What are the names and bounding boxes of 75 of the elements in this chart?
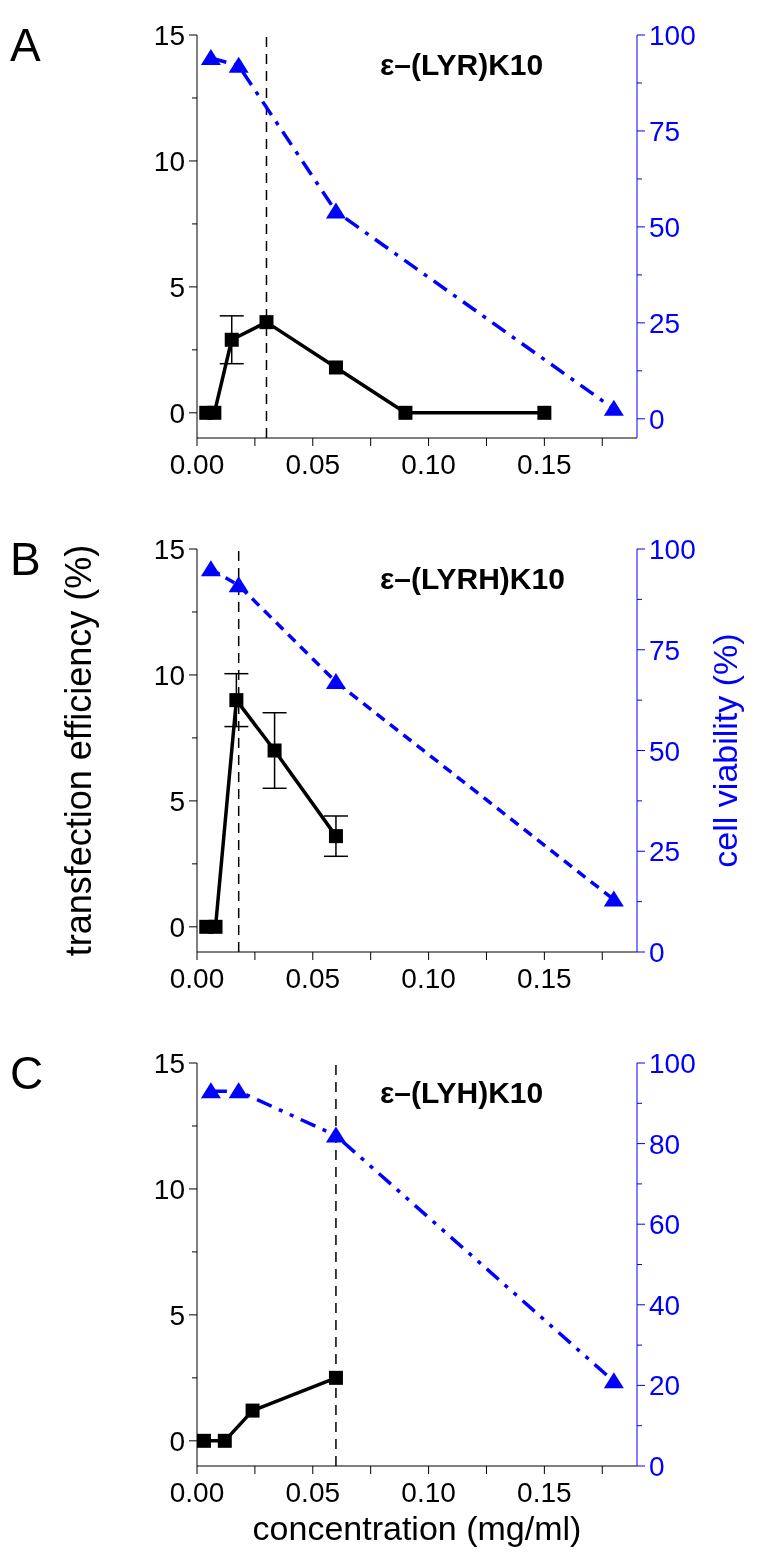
y2-tick-label: 0 [649, 1451, 665, 1482]
annotation: ε–(LYH)K10 [380, 1076, 544, 1110]
y2-tick-label: 50 [649, 211, 681, 243]
point [259, 315, 274, 330]
y-axis-title: transfection efficiency (%) [57, 544, 99, 957]
y2-tick-label: 75 [649, 634, 681, 666]
point [325, 202, 346, 219]
x-tick-label: 0.15 [517, 449, 572, 480]
text: 0.00 [169, 1477, 225, 1508]
chart-title: A [10, 18, 41, 72]
y-tick-label: 15 [153, 1048, 185, 1079]
y-tick-label: 5 [169, 785, 185, 817]
y-tick-label: 0 [169, 1425, 185, 1457]
point [603, 399, 624, 416]
x-tick-label: 0.10 [401, 449, 456, 480]
point [224, 332, 239, 347]
point [537, 405, 552, 420]
y2-tick-label: 60 [649, 1209, 681, 1241]
x-tick-label: 0.05 [285, 449, 341, 480]
point [398, 405, 413, 420]
point [228, 56, 249, 73]
y-tick-label: 0 [169, 397, 185, 429]
y2-tick-label: 100 [649, 20, 696, 51]
point [228, 576, 249, 593]
point [200, 560, 221, 577]
x-tick-label: 0.15 [517, 963, 572, 994]
point [200, 1082, 221, 1099]
x-tick-label: 0.05 [285, 1477, 341, 1508]
y2-axis-title: cell viability (%) [706, 633, 745, 868]
y-tick-label: 0 [169, 911, 185, 943]
point [328, 360, 343, 375]
x-tick-label: 0.05 [285, 963, 341, 994]
y2-tick-label: 75 [649, 115, 681, 147]
y-tick-label: 5 [169, 1299, 185, 1331]
point [328, 829, 343, 844]
y-tick-label: 15 [153, 20, 185, 51]
chart-title: C [10, 1046, 44, 1100]
point [217, 1433, 232, 1448]
x-tick-label: 0.15 [517, 1477, 572, 1508]
x-tick-label: 0.10 [401, 963, 456, 994]
text: 0.00 [169, 449, 225, 480]
point [207, 405, 222, 420]
y2-tick-label: 100 [649, 1048, 696, 1079]
chart-title: B [10, 532, 41, 586]
point [603, 1372, 624, 1389]
y-tick-label: 10 [153, 659, 185, 691]
annotation: ε–(LYRH)K10 [380, 562, 565, 596]
y2-tick-label: 0 [649, 937, 665, 968]
point [228, 1082, 249, 1099]
y2-tick-label: 25 [649, 307, 681, 339]
text: 0.00 [169, 963, 225, 994]
point [229, 693, 244, 708]
point [325, 1126, 346, 1143]
x-tick-label: 0.10 [401, 1477, 456, 1508]
y2-tick-label: 80 [649, 1128, 681, 1160]
point [245, 1403, 260, 1418]
y2-tick-label: 40 [649, 1289, 681, 1321]
y2-tick-label: 20 [649, 1370, 681, 1402]
y-tick-label: 10 [153, 145, 185, 177]
y-tick-label: 5 [169, 271, 185, 303]
point [325, 672, 346, 689]
point [603, 890, 624, 907]
annotation: ε–(LYR)K10 [380, 48, 544, 82]
x-axis-title: concentration (mg/ml) [252, 1509, 582, 1547]
point [200, 49, 221, 66]
point [267, 743, 282, 758]
y2-tick-label: 0 [649, 403, 665, 435]
y2-tick-label: 50 [649, 735, 681, 767]
y-tick-label: 15 [153, 534, 185, 565]
y-tick-label: 10 [153, 1173, 185, 1205]
y2-tick-label: 100 [649, 534, 696, 565]
point [208, 919, 223, 934]
point [328, 1370, 343, 1385]
point [197, 1433, 211, 1448]
y2-tick-label: 25 [649, 836, 681, 868]
